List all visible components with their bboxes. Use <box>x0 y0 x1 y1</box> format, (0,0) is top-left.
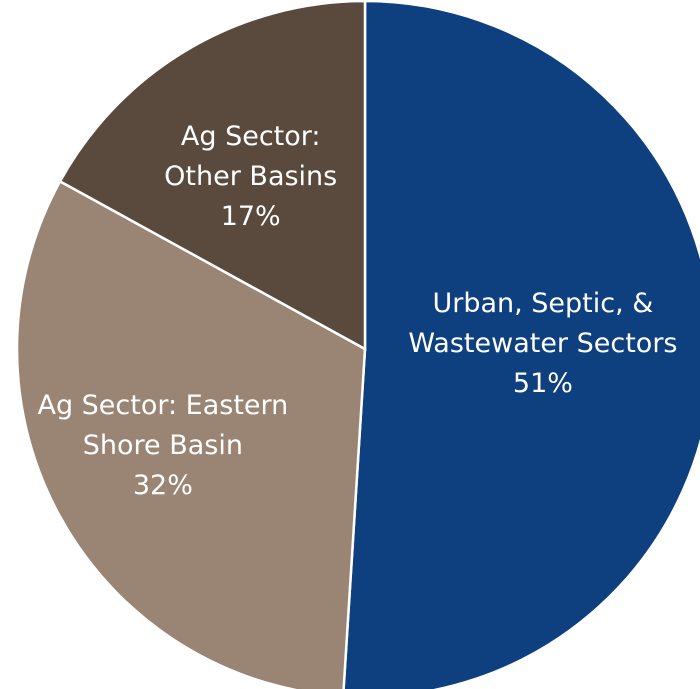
slice-label-0: Urban, Septic, & Wastewater Sectors 51% <box>408 288 677 399</box>
slice-label-line-0-0: Urban, Septic, & <box>432 288 653 319</box>
slice-label-line-1-0: Ag Sector: Eastern <box>37 390 288 421</box>
slice-percent-2: 17% <box>221 201 281 232</box>
pie-slice-2 <box>58 0 367 352</box>
slice-percent-0: 51% <box>513 368 573 399</box>
slice-label-line-2-1: Other Basins <box>164 161 337 192</box>
slice-label-line-2-0: Ag Sector: <box>181 121 321 152</box>
pie-labels: Urban, Septic, & Wastewater Sectors 51% Ag … <box>37 121 677 501</box>
slice-label-line-1-1: Shore Basin <box>83 430 243 461</box>
pie-slices <box>15 0 700 689</box>
slice-label-line-0-1: Wastewater Sectors <box>408 328 677 359</box>
slice-label-2: Ag Sector: Other Basins 17% <box>164 121 337 232</box>
slice-label-1: Ag Sector: Eastern Shore Basin 32% <box>37 390 288 501</box>
pie-slice-1 <box>15 179 367 689</box>
slice-percent-1: 32% <box>133 470 193 501</box>
pie-slice-0 <box>342 0 700 689</box>
